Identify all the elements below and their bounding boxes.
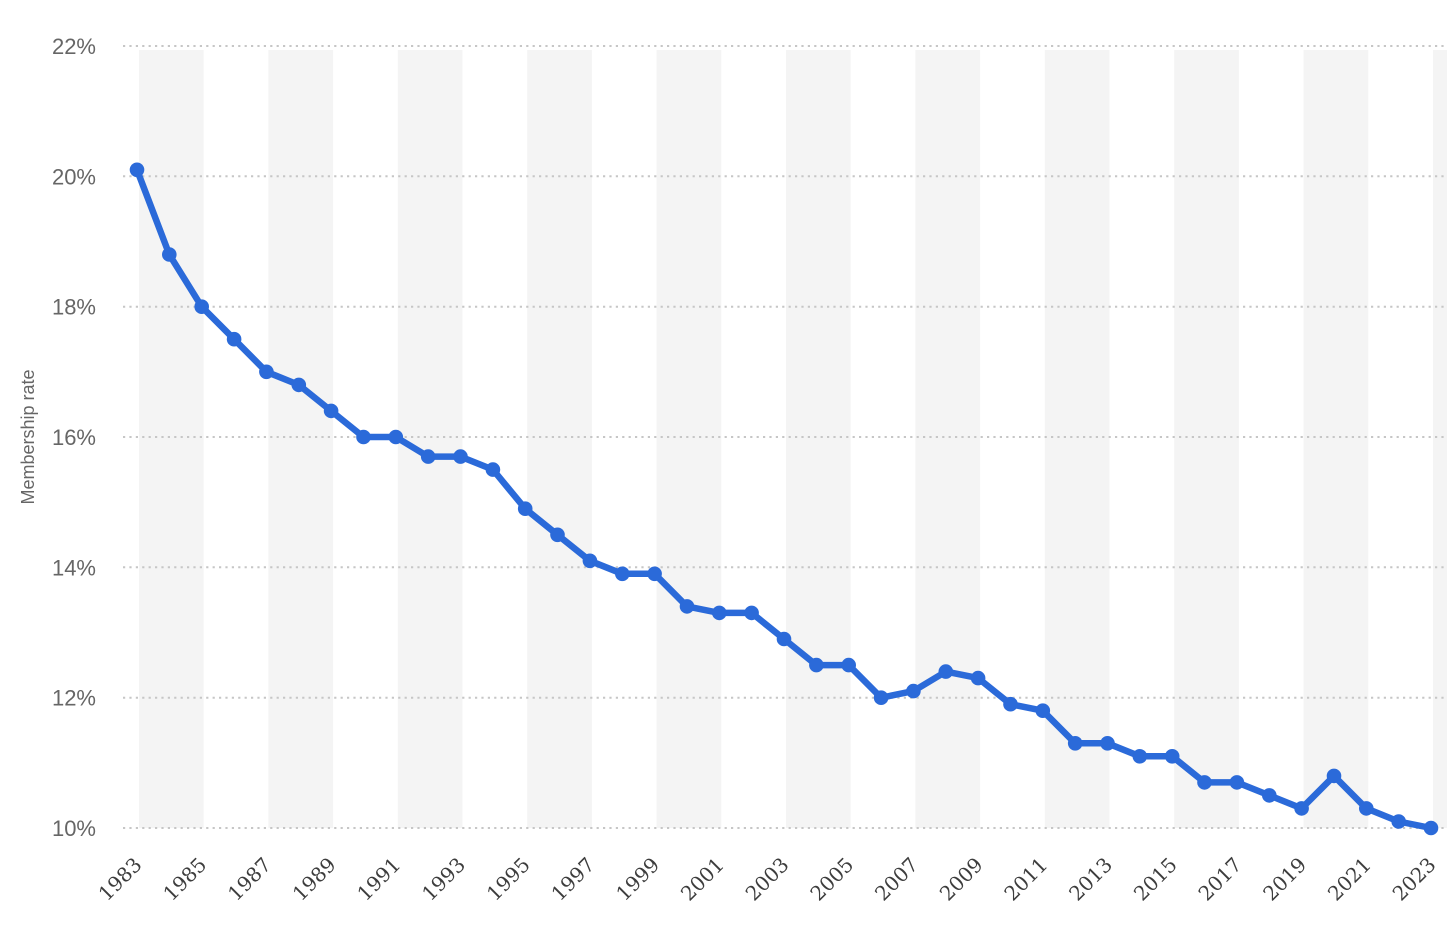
data-point-1992[interactable] <box>420 449 436 464</box>
data-point-1998[interactable] <box>615 566 630 582</box>
data-point-1997[interactable] <box>582 553 598 569</box>
x-tick-label: 1993 <box>417 853 470 906</box>
x-tick-label: 1989 <box>288 853 341 906</box>
data-point-2023[interactable] <box>1423 820 1439 836</box>
data-point-1987[interactable] <box>259 364 274 380</box>
background-band <box>1044 50 1110 828</box>
y-tick-label: 12% <box>52 686 96 711</box>
x-tick-label: 1999 <box>611 853 664 906</box>
data-point-1990[interactable] <box>356 429 371 445</box>
data-point-1988[interactable] <box>291 377 307 393</box>
x-tick-label: 2011 <box>999 853 1052 906</box>
background-band <box>1174 50 1239 828</box>
data-point-2021[interactable] <box>1359 801 1374 816</box>
data-point-2009[interactable] <box>970 670 986 686</box>
background-band <box>1303 50 1369 828</box>
x-tick-label: 2017 <box>1193 853 1246 906</box>
y-tick-label: 22% <box>52 34 96 59</box>
y-tick-label: 20% <box>52 164 96 189</box>
data-point-2001[interactable] <box>712 605 727 621</box>
data-point-1991[interactable] <box>388 429 404 445</box>
data-points <box>129 162 1439 836</box>
data-point-1984[interactable] <box>162 247 177 262</box>
data-point-2019[interactable] <box>1294 801 1309 816</box>
data-point-2010[interactable] <box>1003 696 1018 712</box>
x-tick-label: 1991 <box>352 853 405 906</box>
data-point-1993[interactable] <box>453 449 468 464</box>
background-band <box>915 50 981 828</box>
x-tick-label: 2003 <box>741 853 794 906</box>
background-band <box>268 50 334 828</box>
data-point-1985[interactable] <box>194 299 209 315</box>
x-tick-label: 2009 <box>935 853 988 906</box>
background-band <box>527 50 592 828</box>
x-tick-label: 1985 <box>158 853 211 906</box>
x-tick-label: 2023 <box>1388 853 1441 906</box>
x-tick-label: 2015 <box>1129 853 1182 906</box>
data-point-2002[interactable] <box>744 605 759 621</box>
data-point-1983[interactable] <box>129 162 145 178</box>
y-tick-label: 16% <box>52 425 96 450</box>
data-point-2018[interactable] <box>1262 788 1277 803</box>
y-axis-title: Membership rate <box>18 369 38 504</box>
y-tick-label: 10% <box>52 816 96 841</box>
x-tick-label: 2001 <box>676 853 729 906</box>
y-tick-label: 14% <box>52 555 96 580</box>
background-band <box>397 50 463 828</box>
x-tick-label: 1987 <box>223 853 276 906</box>
data-point-1994[interactable] <box>485 462 501 477</box>
x-tick-label: 1983 <box>94 853 147 906</box>
x-axis-tick-labels: 1983 1985 1987 1989 1991 1993 1995 1997 1999 2001… <box>94 853 1441 906</box>
data-point-2020[interactable] <box>1326 768 1342 784</box>
x-tick-label: 2019 <box>1258 853 1311 906</box>
x-tick-label: 1997 <box>546 853 599 906</box>
background-band <box>139 50 204 828</box>
data-point-1995[interactable] <box>517 501 533 516</box>
data-point-2007[interactable] <box>906 683 921 699</box>
data-point-2003[interactable] <box>776 631 792 647</box>
background-band <box>656 50 722 828</box>
data-point-1996[interactable] <box>550 527 565 543</box>
y-axis-tick-labels: 22% 20% 18% 16% 14% 12% 10% <box>52 34 96 841</box>
data-point-2011[interactable] <box>1035 703 1051 718</box>
y-tick-label: 18% <box>52 295 96 320</box>
data-point-2005[interactable] <box>841 657 856 673</box>
x-tick-label: 1995 <box>482 853 535 906</box>
data-point-1989[interactable] <box>323 403 339 419</box>
x-tick-label: 2013 <box>1064 853 1117 906</box>
data-point-1999[interactable] <box>647 566 662 582</box>
background-bands <box>139 50 1447 828</box>
data-point-2017[interactable] <box>1229 775 1245 790</box>
data-point-2000[interactable] <box>679 599 695 614</box>
data-point-2012[interactable] <box>1067 736 1083 751</box>
data-point-2015[interactable] <box>1164 749 1180 764</box>
data-point-2014[interactable] <box>1132 749 1148 764</box>
background-band <box>1433 50 1447 828</box>
x-tick-label: 2005 <box>805 853 858 906</box>
data-point-2013[interactable] <box>1100 736 1115 751</box>
background-band <box>786 50 851 828</box>
x-tick-label: 2021 <box>1323 853 1376 906</box>
data-point-2008[interactable] <box>938 664 954 679</box>
data-point-2016[interactable] <box>1197 775 1212 790</box>
data-point-2004[interactable] <box>809 657 824 673</box>
data-point-2006[interactable] <box>873 690 889 705</box>
x-tick-label: 2007 <box>870 853 923 906</box>
data-point-2022[interactable] <box>1391 814 1406 829</box>
data-point-1986[interactable] <box>226 331 242 347</box>
